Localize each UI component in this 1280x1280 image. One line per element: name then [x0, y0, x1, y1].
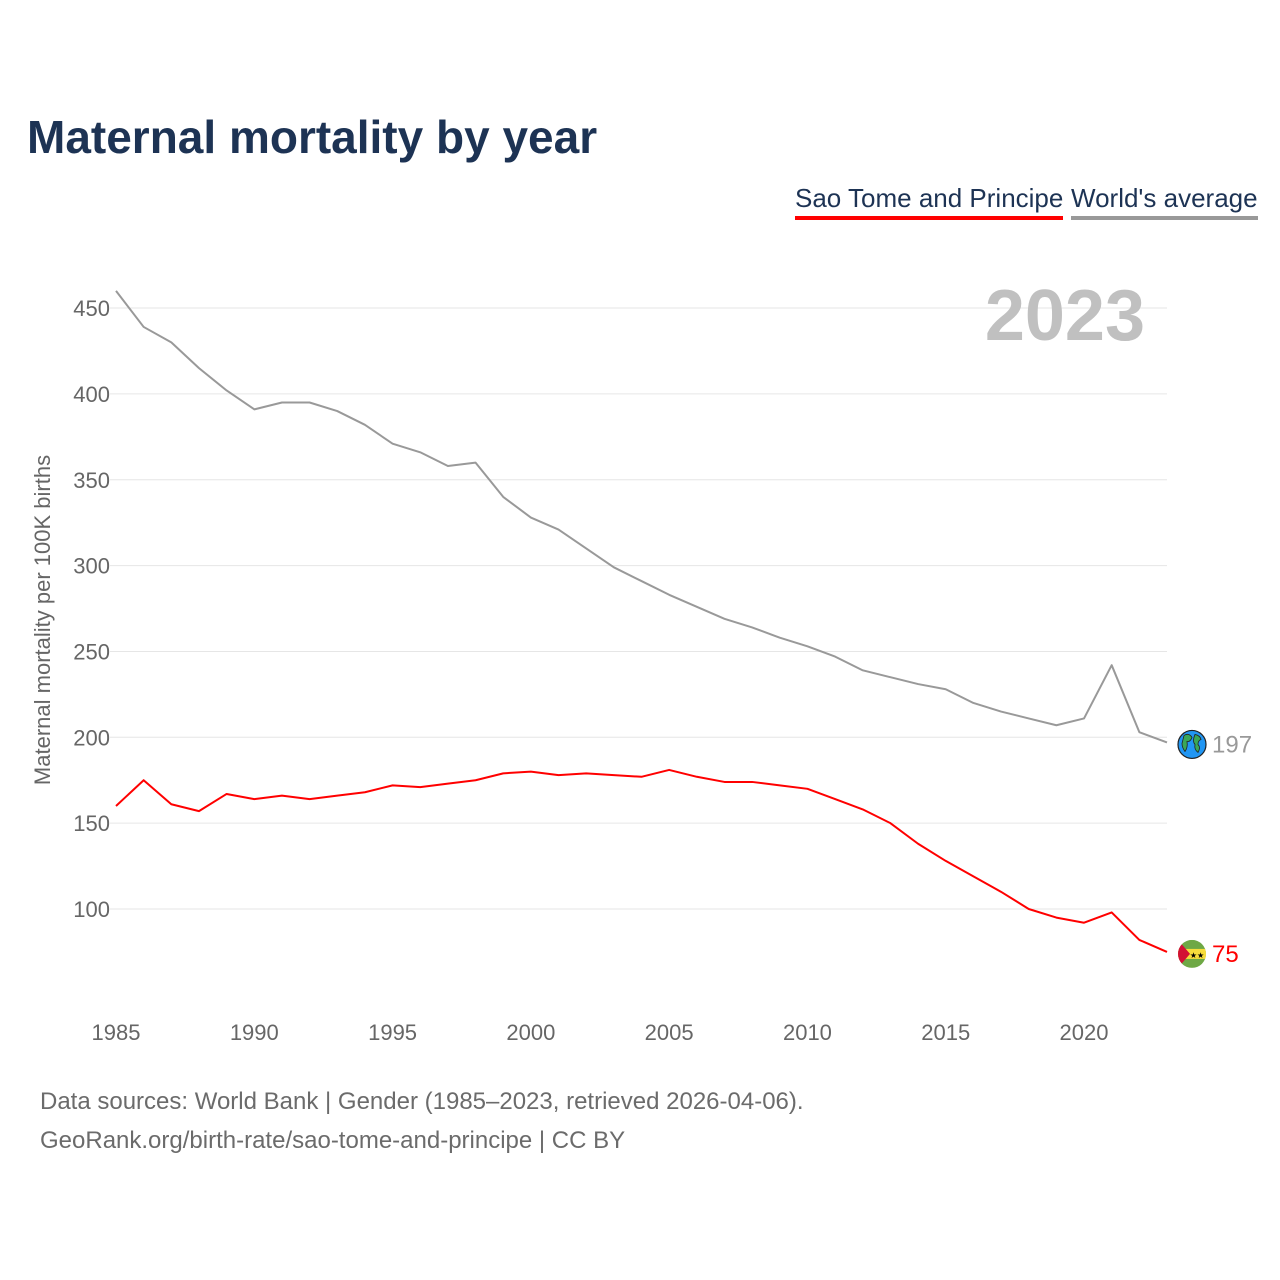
x-tick-label: 2000 — [506, 1020, 555, 1045]
sao-tome-flag-icon: ★★ — [1178, 939, 1206, 968]
flag-body: ★★ — [1178, 939, 1206, 968]
x-tick-label: 1985 — [92, 1020, 141, 1045]
series-line — [115, 290, 1168, 744]
year-watermark: 2023 — [985, 276, 1145, 356]
legend-world-average[interactable]: World's average — [1071, 183, 1258, 220]
globe-icon — [1177, 729, 1207, 760]
flag-red — [1178, 939, 1190, 968]
globe-land — [1181, 733, 1202, 754]
y-tick-label: 200 — [73, 725, 110, 750]
y-tick-label: 350 — [73, 468, 110, 493]
y-axis-label: Maternal mortality per 100K births — [30, 455, 55, 785]
x-tick-label: 1990 — [230, 1020, 279, 1045]
flag-yellow — [1178, 948, 1206, 959]
legend-sao-tome[interactable]: Sao Tome and Principe — [795, 183, 1064, 220]
series-end-label: 197 — [1212, 731, 1252, 758]
flag-stars: ★★ — [1190, 951, 1204, 960]
footer-credit: GeoRank.org/birth-rate/sao-tome-and-prin… — [40, 1127, 626, 1154]
y-tick-label: 150 — [73, 811, 110, 836]
series-end-label: 75 — [1212, 941, 1239, 968]
x-tick-label: 1995 — [368, 1020, 417, 1045]
footer-sources: Data sources: World Bank | Gender (1985–… — [40, 1088, 804, 1115]
y-tick-label: 450 — [73, 296, 110, 321]
y-tick-label: 100 — [73, 897, 110, 922]
y-tick-label: 400 — [73, 382, 110, 407]
series-line — [115, 768, 1168, 953]
chart-title: Maternal mortality by year — [27, 111, 598, 163]
y-tick-label: 300 — [73, 554, 110, 579]
x-tick-label: 2020 — [1060, 1020, 1109, 1045]
x-tick-label: 2005 — [645, 1020, 694, 1045]
x-tick-label: 2015 — [921, 1020, 970, 1045]
x-tick-label: 2010 — [783, 1020, 832, 1045]
y-tick-label: 250 — [73, 639, 110, 664]
